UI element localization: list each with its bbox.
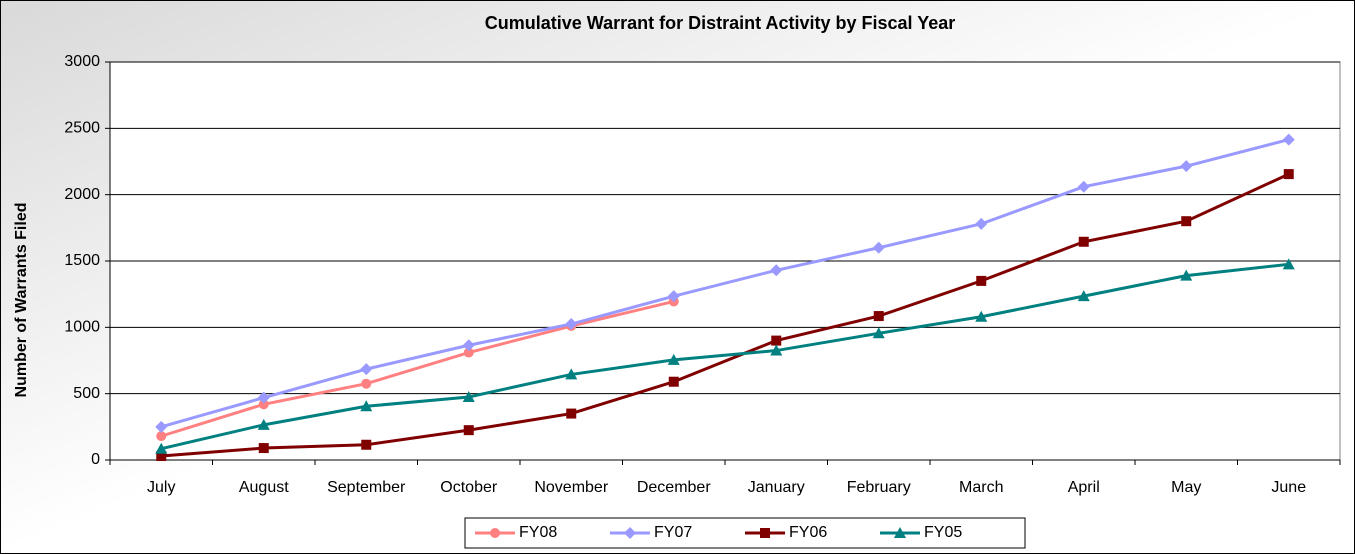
marker bbox=[770, 264, 783, 277]
x-tick-label: March bbox=[959, 479, 1003, 496]
marker bbox=[873, 311, 884, 322]
marker bbox=[566, 408, 577, 419]
marker bbox=[1282, 133, 1295, 146]
marker bbox=[463, 425, 474, 436]
marker bbox=[155, 442, 168, 454]
marker bbox=[257, 391, 270, 404]
y-tick-label: 500 bbox=[73, 385, 100, 402]
marker bbox=[490, 528, 500, 538]
marker bbox=[462, 339, 475, 352]
y-axis-label: Number of Warrants Filed bbox=[13, 203, 30, 398]
y-tick-label: 0 bbox=[91, 451, 100, 468]
marker bbox=[975, 217, 988, 230]
marker bbox=[361, 439, 372, 450]
marker bbox=[360, 363, 373, 376]
x-tick-label: July bbox=[147, 479, 175, 496]
marker bbox=[1180, 160, 1193, 173]
marker bbox=[1282, 258, 1295, 270]
x-tick-label: May bbox=[1171, 479, 1201, 496]
marker bbox=[760, 528, 770, 538]
marker bbox=[1181, 216, 1192, 227]
legend-label: FY06 bbox=[789, 524, 827, 541]
series-line bbox=[160, 300, 675, 438]
marker bbox=[667, 353, 680, 365]
x-tick-label: January bbox=[748, 479, 805, 496]
marker bbox=[770, 344, 783, 356]
chart-title: Cumulative Warrant for Distraint Activit… bbox=[485, 13, 955, 33]
y-tick-label: 3000 bbox=[64, 53, 100, 70]
marker bbox=[1283, 169, 1294, 180]
legend-label: FY08 bbox=[519, 524, 557, 541]
x-tick-label: April bbox=[1068, 479, 1100, 496]
series-line bbox=[160, 262, 1289, 451]
legend-label: FY07 bbox=[654, 524, 692, 541]
marker bbox=[462, 390, 475, 402]
x-tick-label: August bbox=[239, 479, 289, 496]
marker bbox=[361, 378, 372, 389]
x-tick-label: November bbox=[534, 479, 608, 496]
x-tick-label: December bbox=[637, 479, 711, 496]
marker bbox=[463, 347, 474, 358]
x-tick-label: February bbox=[847, 479, 911, 496]
marker bbox=[565, 318, 578, 331]
x-tick-label: September bbox=[327, 479, 406, 496]
x-tick-label: October bbox=[440, 479, 498, 496]
marker bbox=[1077, 290, 1090, 302]
marker bbox=[258, 399, 269, 410]
marker bbox=[771, 335, 782, 346]
y-tick-label: 1000 bbox=[64, 319, 100, 336]
marker bbox=[872, 241, 885, 254]
y-tick-label: 2500 bbox=[64, 120, 100, 137]
marker bbox=[894, 527, 906, 538]
marker bbox=[565, 368, 578, 380]
series-line bbox=[160, 138, 1290, 429]
marker bbox=[156, 451, 167, 462]
y-tick-label: 2000 bbox=[64, 186, 100, 203]
x-tick-label: June bbox=[1271, 479, 1306, 496]
marker bbox=[624, 527, 636, 539]
marker bbox=[360, 400, 373, 412]
marker bbox=[667, 290, 680, 303]
marker bbox=[976, 275, 987, 286]
marker bbox=[1180, 269, 1193, 281]
legend-label: FY05 bbox=[924, 524, 962, 541]
marker bbox=[1078, 236, 1089, 247]
marker bbox=[975, 310, 988, 322]
marker bbox=[156, 431, 167, 442]
series-line bbox=[161, 172, 1290, 458]
marker bbox=[668, 376, 679, 387]
marker bbox=[155, 420, 168, 433]
marker bbox=[257, 418, 270, 430]
marker bbox=[1077, 180, 1090, 193]
y-tick-label: 1500 bbox=[64, 252, 100, 269]
marker bbox=[258, 443, 269, 454]
marker bbox=[872, 327, 885, 339]
